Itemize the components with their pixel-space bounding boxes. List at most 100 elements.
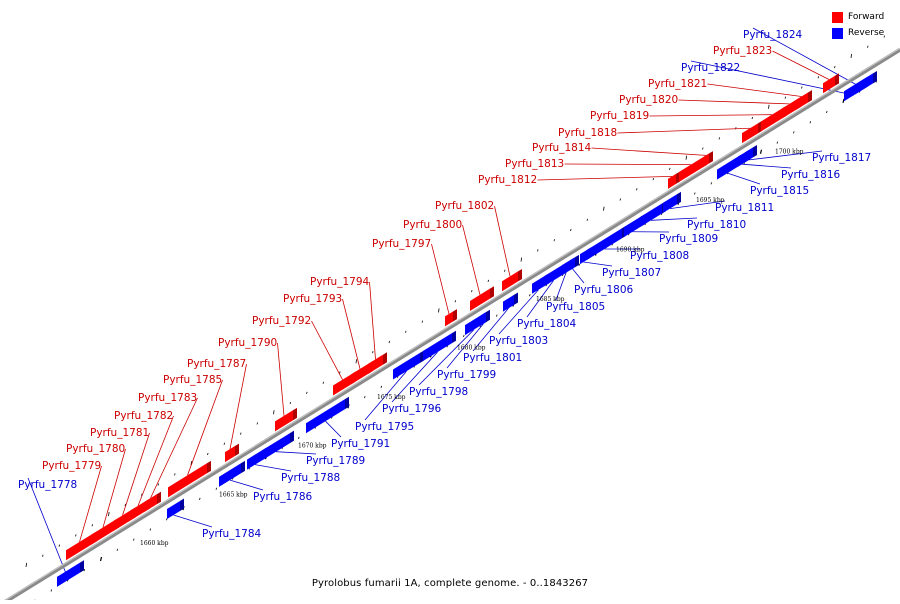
gene-side-face — [753, 145, 757, 157]
connector-pyrfu_1800 — [463, 225, 481, 295]
connector-pyrfu_1818 — [618, 128, 751, 133]
scale-tick-top — [719, 137, 720, 139]
label-pyrfu-1807: Pyrfu_1807 — [602, 267, 661, 279]
scale-tick-top — [851, 54, 852, 58]
scale-tick — [101, 557, 102, 561]
label-pyrfu-1791: Pyrfu_1791 — [331, 438, 390, 450]
scale-tick-top — [323, 382, 324, 384]
scale-tick-top — [802, 86, 803, 88]
scale-tick-top — [604, 207, 605, 211]
label-pyrfu-1803: Pyrfu_1803 — [489, 335, 548, 347]
scale-tick-top — [835, 66, 836, 68]
scale-tick-top — [538, 249, 539, 251]
connector-pyrfu_1819 — [650, 115, 773, 116]
gene-front-face — [663, 194, 677, 213]
legend-reverse-label: Reverse — [848, 28, 884, 38]
connector-pyrfu_1814 — [592, 148, 707, 155]
scale-tick-top — [769, 105, 770, 109]
label-pyrfu-1814: Pyrfu_1814 — [532, 142, 592, 154]
scale-tick — [827, 111, 828, 113]
gene-side-face — [575, 255, 579, 267]
scale-tick-top — [356, 359, 357, 363]
scale-tick-top — [208, 453, 209, 455]
label-pyrfu-1796: Pyrfu_1796 — [382, 403, 442, 415]
label-pyrfu-1812: Pyrfu_1812 — [478, 174, 537, 186]
scale-tick — [761, 150, 762, 154]
scale-tick — [794, 131, 795, 133]
connector-pyrfu_1821 — [708, 84, 802, 96]
label-pyrfu-1785: Pyrfu_1785 — [163, 374, 222, 386]
scale-tick-top — [92, 524, 93, 526]
legend-forward: Forward — [832, 9, 892, 25]
scale-tick-top — [257, 422, 258, 424]
connector-pyrfu_1792 — [312, 321, 343, 380]
scale-tick — [200, 498, 201, 500]
scale-tick — [530, 294, 531, 296]
label-pyrfu-1789: Pyrfu_1789 — [306, 455, 365, 467]
scale-label: 1675 kbp — [377, 394, 406, 401]
scale-label: 1660 kbp — [140, 540, 169, 547]
scale-label: 1700 kbp — [775, 148, 804, 155]
scale-tick-top — [472, 290, 473, 292]
label-pyrfu-1790: Pyrfu_1790 — [218, 337, 277, 349]
gene-side-face — [207, 461, 211, 473]
label-pyrfu-1786: Pyrfu_1786 — [253, 491, 313, 503]
connector-pyrfu_1793 — [343, 299, 361, 369]
scale-tick-top — [109, 512, 110, 516]
label-pyrfu-1782: Pyrfu_1782 — [114, 410, 173, 422]
scale-tick-top — [241, 433, 242, 435]
connector-pyrfu_1784 — [174, 515, 213, 527]
gene-side-face — [518, 269, 522, 281]
scale-tick-top — [224, 443, 225, 445]
scale-tick — [810, 121, 811, 123]
gene-pyrfu-1786 — [219, 461, 245, 487]
gene-front-face — [262, 433, 290, 460]
scale-tick-top — [389, 341, 390, 343]
scale-tick — [117, 549, 118, 551]
connector-pyrfu_1790 — [278, 343, 285, 416]
gene-pyrfu-1806 — [570, 255, 579, 270]
scale-tick — [497, 315, 498, 317]
gene-side-face — [490, 286, 494, 298]
scale-tick — [711, 182, 712, 184]
gene-side-face — [452, 331, 456, 343]
scale-tick-top — [43, 555, 44, 557]
scale-tick-top — [59, 545, 60, 547]
scale-tick-top — [76, 534, 77, 536]
scale-tick — [464, 335, 465, 337]
reverse-swatch — [832, 28, 843, 39]
connector-pyrfu_1788 — [255, 465, 291, 471]
label-pyrfu-1817: Pyrfu_1817 — [812, 152, 871, 164]
scale-label: 1665 kbp — [219, 491, 248, 498]
scale-tick-top — [488, 280, 489, 282]
scale-tick-top — [521, 258, 522, 262]
label-pyrfu-1804: Pyrfu_1804 — [517, 318, 577, 330]
scale-tick-top — [785, 97, 786, 99]
label-pyrfu-1780: Pyrfu_1780 — [66, 443, 125, 455]
connector-pyrfu_1791 — [326, 421, 342, 437]
label-pyrfu-1822: Pyrfu_1822 — [681, 62, 740, 74]
label-pyrfu-1798: Pyrfu_1798 — [409, 386, 468, 398]
label-pyrfu-1787: Pyrfu_1787 — [187, 358, 246, 370]
scale-label: 1690 kbp — [616, 247, 645, 254]
gene-side-face — [514, 292, 518, 304]
scale-tick-top — [373, 351, 374, 353]
connector-pyrfu_1815 — [728, 173, 761, 184]
scale-tick — [695, 192, 696, 194]
scale-tick-top — [422, 321, 423, 323]
scale-label: 1695 kbp — [696, 197, 725, 204]
scale-tick-top — [752, 117, 753, 119]
label-pyrfu-1802: Pyrfu_1802 — [435, 200, 494, 212]
gene-front-face — [481, 312, 486, 325]
scale-tick — [579, 264, 580, 266]
label-pyrfu-1799: Pyrfu_1799 — [437, 369, 496, 381]
gene-side-face — [486, 310, 490, 322]
gene-side-face — [80, 560, 84, 572]
map-caption: Pyrolobus fumarii 1A, complete genome. -… — [0, 578, 900, 589]
gene-side-face — [677, 192, 681, 204]
label-pyrfu-1809: Pyrfu_1809 — [659, 233, 718, 245]
scale-tick — [843, 99, 844, 103]
scale-tick-top — [505, 270, 506, 272]
scale-tick-top — [554, 239, 555, 241]
